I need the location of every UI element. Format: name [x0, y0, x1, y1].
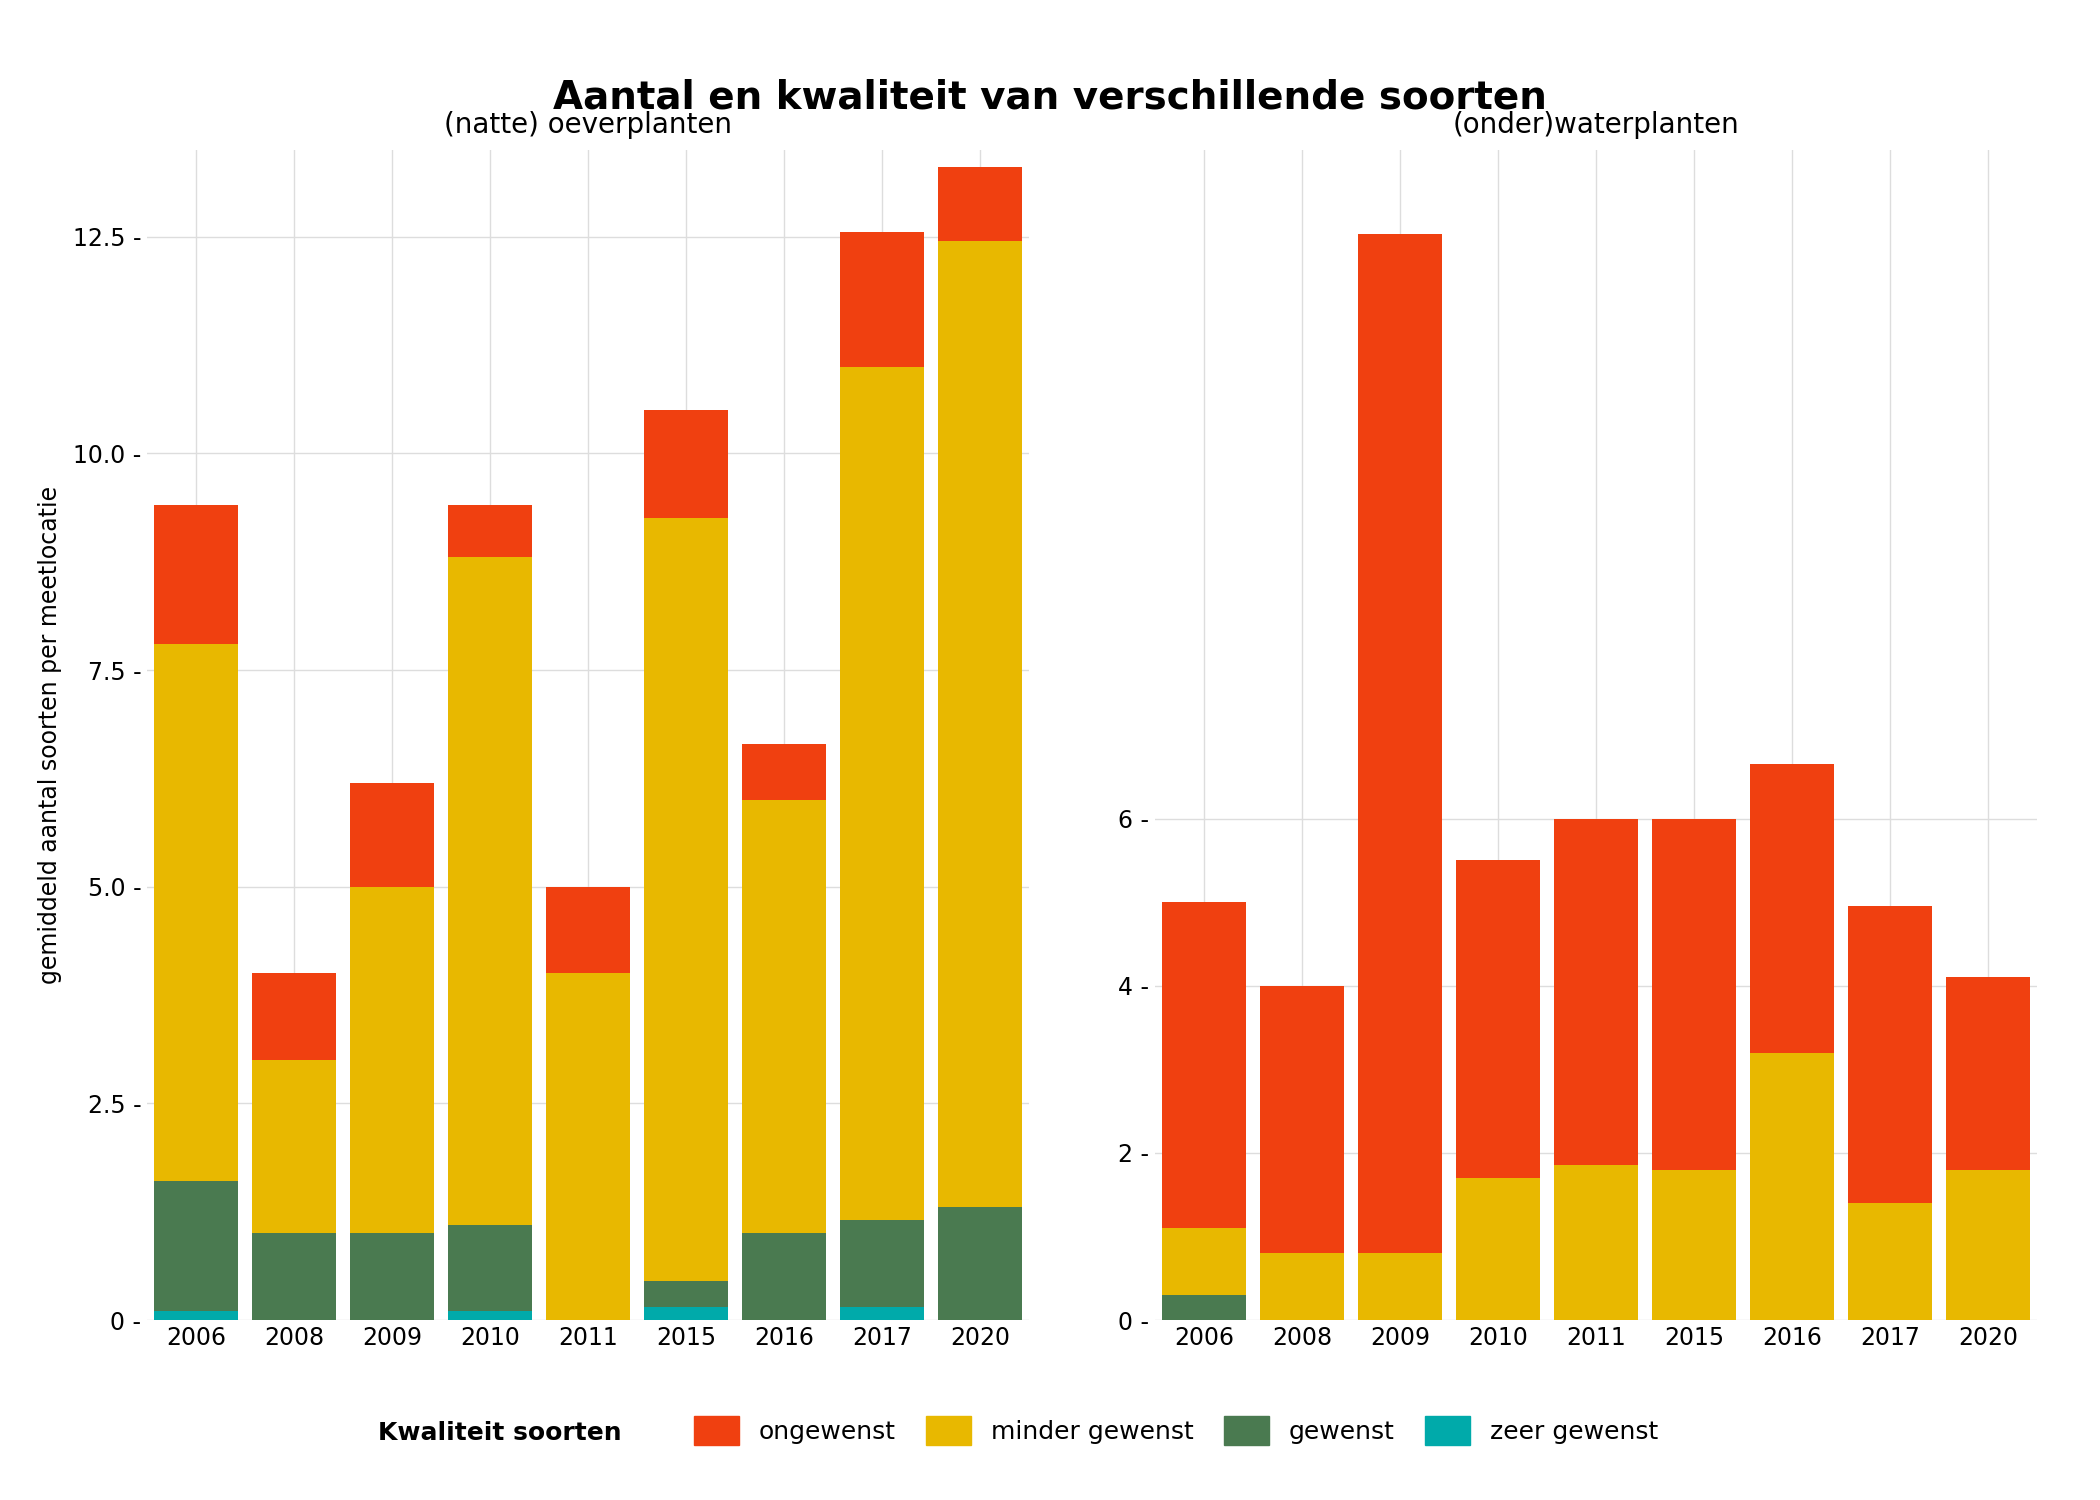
Bar — [449, 506, 531, 558]
Text: Aantal en kwaliteit van verschillende soorten: Aantal en kwaliteit van verschillende so… — [552, 78, 1548, 117]
Legend: ongewenst, minder gewenst, gewenst, zeer gewenst: ongewenst, minder gewenst, gewenst, zeer… — [682, 1404, 1670, 1458]
Bar — [645, 519, 727, 1281]
Bar — [840, 232, 924, 366]
Bar — [1554, 1166, 1638, 1320]
Bar — [840, 1306, 924, 1320]
Bar — [1260, 986, 1344, 1252]
Text: Kwaliteit soorten: Kwaliteit soorten — [378, 1420, 622, 1444]
Bar — [743, 744, 825, 800]
Bar — [1163, 1228, 1245, 1294]
Bar — [546, 974, 630, 1320]
Bar — [840, 1221, 924, 1306]
Bar — [939, 242, 1023, 1208]
Bar — [155, 1311, 237, 1320]
Bar — [155, 1182, 237, 1311]
Bar — [743, 800, 825, 1233]
Bar — [743, 1233, 825, 1320]
Bar — [1848, 906, 1932, 1203]
Bar — [155, 644, 237, 1182]
Title: (onder)waterplanten: (onder)waterplanten — [1453, 111, 1739, 140]
Bar — [1653, 1170, 1735, 1320]
Bar — [1163, 1294, 1245, 1320]
Bar — [1947, 1170, 2029, 1320]
Bar — [1653, 819, 1735, 1170]
Bar — [252, 974, 336, 1060]
Bar — [155, 506, 237, 644]
Bar — [645, 1306, 727, 1320]
Bar — [351, 1233, 433, 1320]
Bar — [1848, 1203, 1932, 1320]
Bar — [840, 366, 924, 1221]
Title: (natte) oeverplanten: (natte) oeverplanten — [443, 111, 733, 140]
Bar — [1457, 1178, 1539, 1320]
Bar — [1554, 819, 1638, 1166]
Bar — [449, 558, 531, 1224]
Bar — [1749, 765, 1833, 1053]
Bar — [449, 1311, 531, 1320]
Bar — [1359, 234, 1441, 1252]
Bar — [645, 1281, 727, 1306]
Bar — [1260, 1252, 1344, 1320]
Bar — [1749, 1053, 1833, 1320]
Bar — [1947, 978, 2029, 1170]
Bar — [939, 1208, 1023, 1320]
Bar — [1163, 902, 1245, 1228]
Bar — [449, 1224, 531, 1311]
Bar — [252, 1060, 336, 1233]
Bar — [1359, 1252, 1441, 1320]
Bar — [1457, 861, 1539, 1178]
Bar — [546, 886, 630, 974]
Bar — [939, 168, 1023, 242]
Y-axis label: gemiddeld aantal soorten per meetlocatie: gemiddeld aantal soorten per meetlocatie — [38, 486, 61, 984]
Bar — [351, 783, 433, 886]
Bar — [645, 410, 727, 519]
Bar — [351, 886, 433, 1233]
Bar — [252, 1233, 336, 1320]
